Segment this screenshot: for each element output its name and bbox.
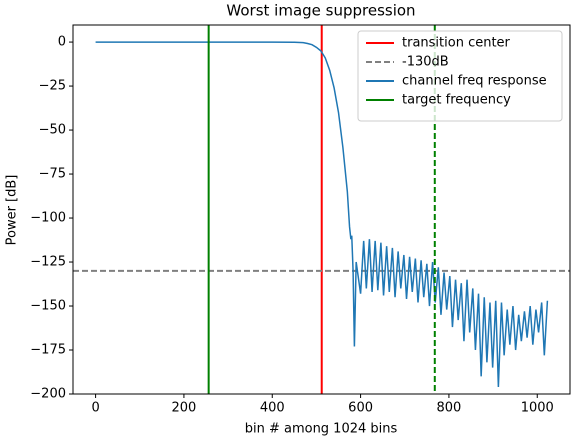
y-tick-label: −75 xyxy=(39,167,66,182)
x-axis-label: bin # among 1024 bins xyxy=(245,422,398,437)
x-tick-label: 1000 xyxy=(521,401,554,416)
y-tick-label: −175 xyxy=(30,343,66,358)
y-tick-label: −200 xyxy=(30,387,66,402)
y-tick-label: −150 xyxy=(30,299,66,314)
legend-label: target frequency xyxy=(402,93,511,108)
y-tick-label: −125 xyxy=(30,255,66,270)
legend-label: transition center xyxy=(402,36,511,51)
data-line xyxy=(95,41,549,387)
y-tick-label: −50 xyxy=(39,123,66,138)
y-tick-label: −100 xyxy=(30,211,66,226)
x-tick-label: 0 xyxy=(91,401,99,416)
x-tick-label: 200 xyxy=(172,401,197,416)
chart-title: Worst image suppression xyxy=(226,2,415,20)
legend-label: -130dB xyxy=(402,55,449,70)
x-tick-label: 600 xyxy=(348,401,373,416)
x-tick-label: 800 xyxy=(437,401,462,416)
y-tick-label: 0 xyxy=(58,35,66,50)
y-axis-label: Power [dB] xyxy=(5,175,20,246)
plot-frame xyxy=(72,24,571,395)
x-tick-label: 400 xyxy=(260,401,285,416)
legend-box xyxy=(357,30,563,122)
legend-label: channel freq response xyxy=(402,74,547,89)
y-tick-label: −25 xyxy=(39,79,66,94)
